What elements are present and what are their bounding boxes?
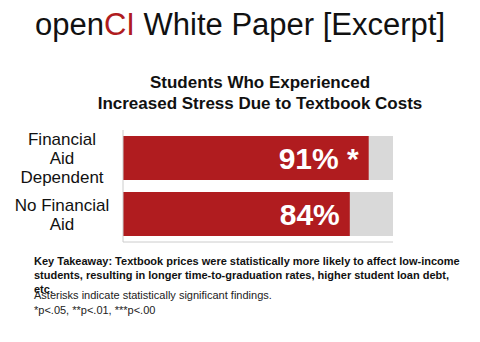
svg-text:84%: 84% [280, 198, 340, 231]
html-text:*p<.05, **p<.01, ***p<.00: *p<.05, **p<.01, ***p<.00 [34, 304, 156, 316]
html-text:Asterisks indicate statistical: Asterisks indicate statistically signifi… [34, 289, 272, 301]
html-text:Students Who Experienced Incre: Students Who Experienced Increased Stres… [97, 73, 423, 113]
html-text:open CI White Paper [Excerpt]: open CI White Paper [Excerpt] [34, 7, 445, 42]
svg-text:FinancialAidDependent: FinancialAidDependent [20, 130, 103, 187]
svg-text:91% *: 91% * [279, 142, 359, 175]
html-text:Key Takeaway: Textbook prices: Key Takeaway: Textbook prices were stati… [34, 255, 460, 295]
svg-text:No FinancialAid: No FinancialAid [15, 195, 110, 233]
